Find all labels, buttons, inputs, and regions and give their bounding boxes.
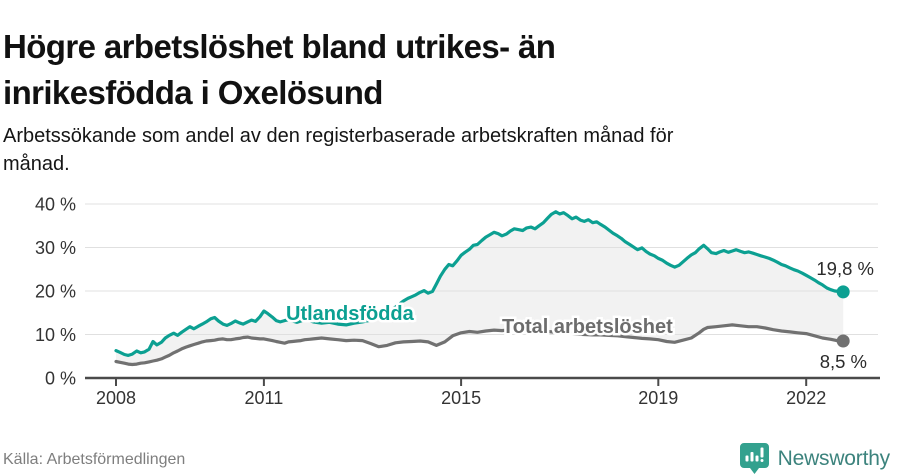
x-tick-label: 2022 bbox=[786, 388, 826, 408]
subtitle-line-2: månad. bbox=[3, 153, 70, 175]
series-end-value-label: 19,8 % bbox=[816, 258, 874, 279]
x-axis-ticks bbox=[115, 378, 808, 386]
y-tick-label: 10 % bbox=[35, 325, 76, 345]
subtitle-line-1: Arbetssökande som andel av den registerb… bbox=[3, 125, 674, 147]
x-tick-label: 2015 bbox=[441, 388, 481, 408]
series-end-dot bbox=[836, 285, 850, 299]
page-title: Högre arbetslöshet bland utrikes- än inr… bbox=[3, 24, 556, 116]
y-tick-label: 40 % bbox=[35, 195, 76, 215]
x-tick-label: 2011 bbox=[245, 388, 284, 408]
y-tick-label: 0 % bbox=[45, 369, 76, 389]
y-axis-labels: 0 % 10 % 20 % 30 % 40 % bbox=[35, 195, 76, 389]
newsworthy-bubble-barchart-icon bbox=[739, 443, 769, 474]
newsworthy-logo-text: Newsworthy bbox=[777, 446, 891, 470]
gridlines bbox=[85, 203, 878, 335]
source-text: Källa: Arbetsförmedlingen bbox=[3, 451, 186, 468]
series-inline-label: Utlandsfödda bbox=[286, 303, 415, 325]
y-tick-label: 30 % bbox=[35, 238, 76, 258]
series-end-value-label: 8,5 % bbox=[820, 351, 867, 372]
x-axis-labels: 2008 2011 2015 2019 2022 bbox=[96, 388, 826, 408]
series-line-utlandsfodda bbox=[114, 210, 845, 357]
y-tick-label: 20 % bbox=[35, 282, 76, 302]
title-line-2: inrikesfödda i Oxelösund bbox=[3, 74, 383, 112]
gap-area-fill bbox=[116, 211, 844, 365]
series-line-total bbox=[114, 323, 845, 367]
x-tick-label: 2008 bbox=[96, 388, 136, 408]
newsworthy-logo[interactable]: Newsworthy bbox=[739, 442, 890, 474]
chart-subtitle: Arbetssökande som andel av den registerb… bbox=[3, 122, 673, 178]
series-inline-label: Total arbetslöshet bbox=[502, 316, 673, 338]
title-line-1: Högre arbetslöshet bland utrikes- än bbox=[3, 28, 556, 66]
series-end-dot bbox=[836, 334, 850, 348]
x-tick-label: 2019 bbox=[638, 388, 678, 408]
